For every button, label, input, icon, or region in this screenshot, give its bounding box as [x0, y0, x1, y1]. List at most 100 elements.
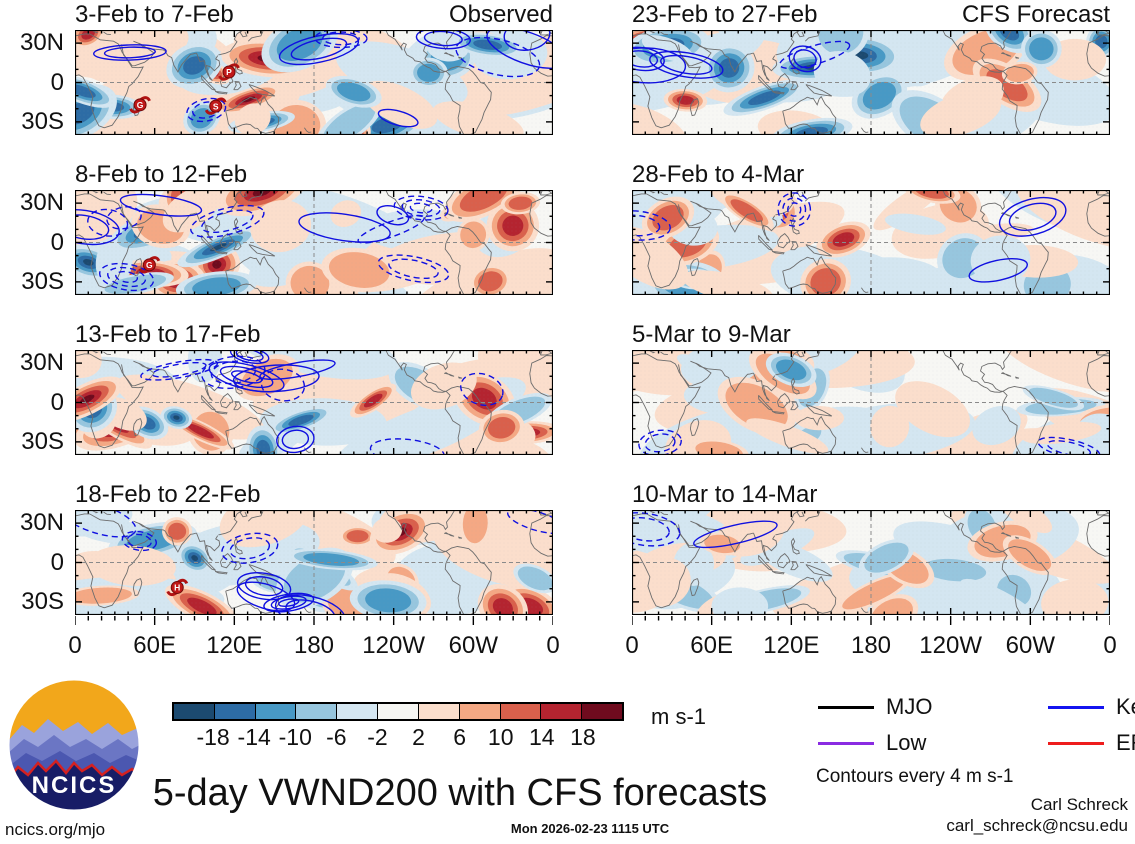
colorbar-level-label: -10 — [278, 724, 312, 750]
panel-period: 3-Feb to 7-Feb — [75, 1, 234, 28]
x-axis-ticks — [75, 616, 553, 625]
x-tick-label: 120E — [206, 632, 263, 659]
colorbar-segment — [337, 704, 379, 719]
colorbar-level-label: -14 — [237, 724, 271, 750]
legend-item-kelvin-x2: Kelvin x2 — [1048, 694, 1135, 720]
y-tick-label: 0 — [50, 388, 64, 416]
colorbar-level-label: 18 — [570, 724, 596, 750]
colorbar-labels: -18 -14 -10 -6 -2 2 6 10 14 18 — [172, 724, 624, 752]
cyclone-marker: G — [129, 96, 151, 114]
y-tick-label: 30S — [21, 107, 64, 135]
colorbar — [172, 702, 624, 721]
panel-header-fc-1: 23-Feb to 27-Feb CFS Forecast — [632, 2, 1110, 28]
colorbar-segment — [459, 704, 501, 719]
panel-period: 18-Feb to 22-Feb — [75, 481, 261, 508]
legend-label: Low — [886, 730, 927, 755]
colorbar-segment — [541, 704, 583, 719]
legend-item-mjo: MJO — [818, 694, 1048, 720]
legend-line — [1048, 741, 1104, 745]
colorbar-segment — [255, 704, 297, 719]
cyclone-marker: H — [166, 578, 189, 597]
panel-period: 5-Mar to 9-Mar — [632, 321, 791, 348]
y-tick-label: 30S — [21, 587, 64, 615]
panel-header-fc-2: 28-Feb to 4-Mar — [632, 162, 1110, 188]
y-tick-label: 0 — [50, 228, 64, 256]
panel-header-obs-1: 3-Feb to 7-Feb Observed — [75, 2, 553, 28]
colorbar-segment — [500, 704, 542, 719]
panel-header-fc-3: 5-Mar to 9-Mar — [632, 322, 1110, 348]
figure-title: 5-day VWND200 with CFS forecasts — [152, 772, 768, 814]
panel-header-fc-4: 10-Mar to 14-Mar — [632, 482, 1110, 508]
panel-corner-label: Observed — [448, 1, 553, 28]
x-tick-label: 0 — [546, 632, 560, 659]
svg-text:G: G — [137, 100, 144, 110]
x-tick-label: 60E — [133, 632, 176, 659]
svg-text:S: S — [213, 101, 219, 111]
legend-item-er: ER — [1048, 730, 1135, 756]
panel-period: 28-Feb to 4-Mar — [632, 161, 805, 188]
legend-label: ER — [1116, 730, 1135, 755]
ncics-logo: NCICS — [8, 679, 140, 811]
colorbar-level-label: 14 — [529, 724, 555, 750]
map-panels-grid: 3-Feb to 7-Feb Observed 30N 0 30S P G S 8-Feb to… — [19, 2, 1117, 660]
y-tick-label: 30S — [21, 267, 64, 295]
map-panel-obs-1: P G S — [75, 30, 553, 135]
timestamp: Mon 2026-02-23 1115 UTC — [510, 821, 670, 836]
colorbar-segment — [582, 704, 622, 719]
panel-period: 13-Feb to 17-Feb — [75, 321, 261, 348]
x-tick-label: 60E — [690, 632, 733, 659]
x-tick-label: 0 — [68, 632, 82, 659]
x-tick-label: 60W — [448, 632, 498, 659]
cyclone-marker: G — [138, 256, 161, 274]
colorbar-segment — [418, 704, 460, 719]
legend-line — [818, 741, 874, 745]
panel-header-obs-2: 8-Feb to 12-Feb — [75, 162, 553, 188]
y-tick-label: 30N — [19, 189, 64, 217]
panel-period: 10-Mar to 14-Mar — [632, 481, 818, 508]
panel-period: 23-Feb to 27-Feb — [632, 1, 818, 28]
legend-line — [818, 705, 874, 709]
y-tick-label: 30S — [21, 427, 64, 455]
legend-item-low: Low — [818, 730, 1048, 756]
author-name: Carl Schreck — [1030, 795, 1128, 814]
y-tick-label: 30N — [19, 349, 64, 377]
contour-note: Contours every 4 m s-1 — [816, 766, 1014, 787]
x-tick-label: 180 — [850, 632, 892, 659]
colorbar-level-label: -6 — [326, 724, 347, 750]
cyclone-marker: S — [204, 97, 227, 115]
map-panel-obs-3 — [75, 350, 553, 455]
logo-text: NCICS — [32, 772, 117, 799]
panel-header-obs-3: 13-Feb to 17-Feb — [75, 322, 553, 348]
cyclone-marker: P — [218, 63, 240, 81]
svg-text:H: H — [174, 583, 180, 593]
map-panel-fc-4 — [632, 510, 1110, 615]
colorbar-level-label: 6 — [453, 724, 467, 750]
y-tick-label: 0 — [50, 68, 64, 96]
colorbar-segment — [174, 704, 215, 719]
colorbar-level-label: 2 — [412, 724, 425, 750]
x-tick-label: 120E — [763, 632, 820, 659]
x-tick-label: 0 — [1103, 632, 1117, 659]
author-email[interactable]: carl_schreck@ncsu.edu — [946, 816, 1128, 835]
x-tick-label: 0 — [625, 632, 639, 659]
legend-label: Kelvin x2 — [1116, 694, 1135, 719]
colorbar-segment — [378, 704, 419, 719]
colorbar-level-label: 10 — [487, 724, 514, 750]
x-tick-label: 180 — [293, 632, 335, 659]
y-tick-label: 30N — [19, 509, 64, 537]
contour-legend: MJO Kelvin x2 Low ER — [818, 694, 1135, 756]
svg-text:P: P — [226, 67, 232, 77]
legend-label: MJO — [886, 694, 933, 719]
colorbar-segment — [296, 704, 338, 719]
x-tick-label: 120W — [919, 632, 982, 659]
panel-corner-label: CFS Forecast — [961, 1, 1110, 28]
site-link[interactable]: ncics.org/mjo — [5, 820, 106, 839]
y-tick-label: 30N — [19, 29, 64, 57]
panel-period: 8-Feb to 12-Feb — [75, 161, 248, 188]
colorbar-level-label: -2 — [367, 724, 388, 750]
map-panel-fc-2 — [632, 190, 1110, 295]
map-panel-fc-3 — [632, 350, 1110, 455]
colorbar-level-label: -18 — [196, 724, 230, 750]
x-axis-ticks — [632, 616, 1110, 625]
